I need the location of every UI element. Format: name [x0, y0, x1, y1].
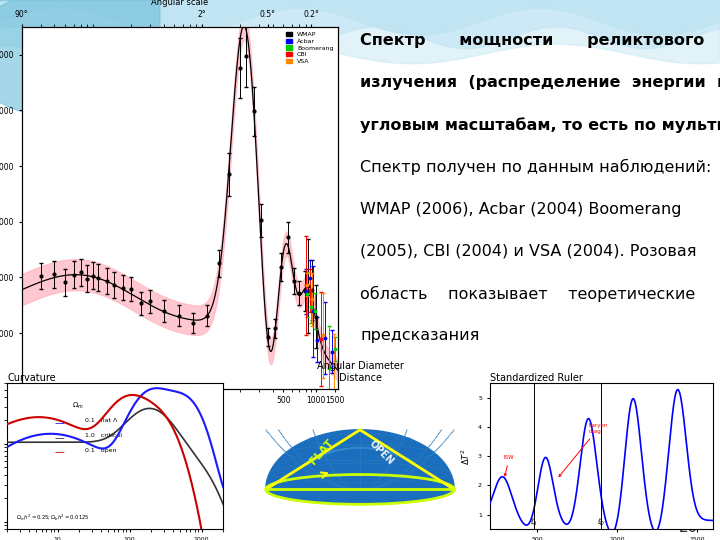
Text: baryon
drag: baryon drag — [559, 423, 608, 477]
Text: область    показывает    теоретические: область показывает теоретические — [360, 286, 696, 302]
Text: излучения  (распределение  энергии  по: излучения (распределение энергии по — [360, 75, 720, 90]
Y-axis label: $\Delta T^2$: $\Delta T^2$ — [460, 448, 472, 464]
Text: Спектр      мощности      реликтового: Спектр мощности реликтового — [360, 32, 704, 48]
Text: $\ell_A$: $\ell_A$ — [530, 517, 539, 528]
Text: ISW: ISW — [504, 455, 515, 476]
Text: OPEN: OPEN — [367, 438, 396, 466]
Text: 1.0   critical: 1.0 critical — [85, 433, 122, 438]
X-axis label: Angular scale: Angular scale — [151, 0, 209, 7]
Text: (2005), CBI (2004) и VSA (2004). Розовая: (2005), CBI (2004) и VSA (2004). Розовая — [360, 244, 696, 259]
Text: Standardized Ruler: Standardized Ruler — [490, 373, 582, 383]
Text: 0.1   open: 0.1 open — [85, 448, 117, 453]
Ellipse shape — [266, 475, 454, 504]
Text: угловым масштабам, то есть по мультиполям): угловым масштабам, то есть по мультиполя… — [360, 117, 720, 133]
PathPatch shape — [266, 430, 454, 489]
Text: предсказания: предсказания — [360, 328, 480, 343]
X-axis label: Multipole moment $\ell$: Multipole moment $\ell$ — [138, 411, 222, 424]
Title: Angular Diameter
Distance: Angular Diameter Distance — [317, 361, 403, 383]
Text: $\Omega_m$: $\Omega_m$ — [72, 401, 84, 411]
Text: Curvature: Curvature — [7, 373, 56, 383]
Text: 0.1   flat Λ: 0.1 flat Λ — [85, 418, 117, 423]
Text: 20: 20 — [679, 519, 698, 535]
Text: —: — — [55, 418, 65, 428]
Text: Спектр получен по данным наблюдений:: Спектр получен по данным наблюдений: — [360, 159, 711, 176]
Legend: WMAP, Acbar, Boomerang, CBI, VSA: WMAP, Acbar, Boomerang, CBI, VSA — [284, 30, 336, 66]
Text: $\Omega_m h^2=0.25;\Omega_b h^2=0.0125$: $\Omega_m h^2=0.25;\Omega_b h^2=0.0125$ — [16, 513, 89, 523]
Text: —: — — [55, 448, 65, 457]
Text: $\ell_D$: $\ell_D$ — [597, 517, 606, 528]
Text: FLAT: FLAT — [308, 437, 336, 466]
Text: —: — — [55, 433, 65, 443]
Text: WMAP (2006), Acbar (2004) Boomerang: WMAP (2006), Acbar (2004) Boomerang — [360, 201, 682, 217]
